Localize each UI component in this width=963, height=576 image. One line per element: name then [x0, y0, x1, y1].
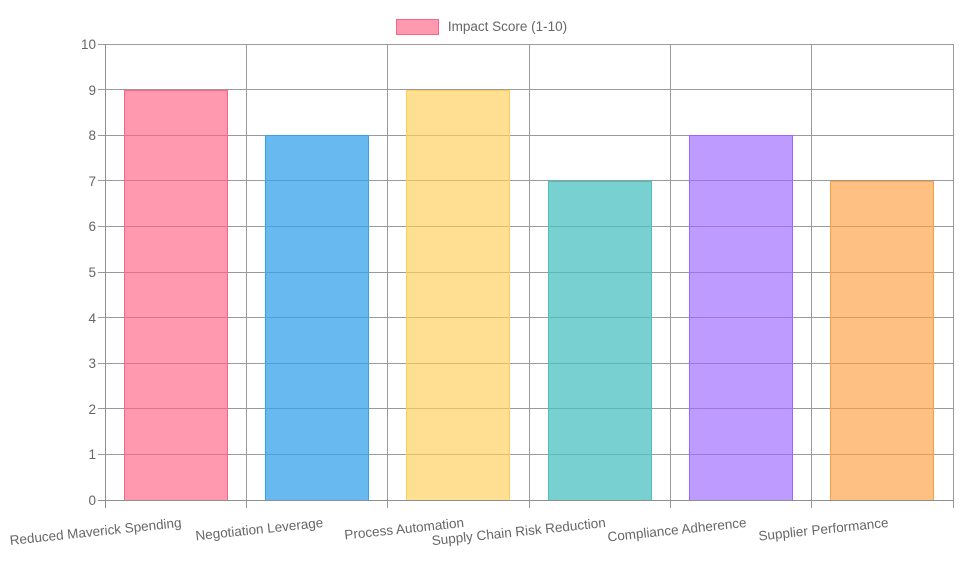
- x-tick-label: Reduced Maverick Spending: [9, 515, 183, 548]
- legend-label: Impact Score (1-10): [447, 19, 568, 34]
- y-axis-tick: [98, 271, 105, 273]
- gridline-vertical: [387, 44, 389, 500]
- legend-swatch-icon: [395, 19, 439, 35]
- y-axis-tick: [98, 43, 105, 45]
- x-axis-tick: [811, 500, 813, 508]
- x-axis-tick: [387, 500, 389, 508]
- y-axis-tick: [98, 408, 105, 410]
- y-axis-tick: [98, 453, 105, 455]
- bar: [265, 135, 369, 500]
- y-tick-label: 8: [88, 128, 96, 144]
- gridline-vertical: [528, 44, 530, 500]
- y-axis-line: [104, 44, 106, 508]
- y-axis-tick: [98, 180, 105, 182]
- y-axis-tick: [98, 134, 105, 136]
- y-tick-label: 9: [88, 82, 96, 98]
- y-axis-tick: [98, 317, 105, 319]
- gridline-vertical: [245, 44, 247, 500]
- bar: [123, 89, 228, 500]
- bar: [547, 180, 652, 500]
- legend: Impact Score (1-10): [0, 19, 963, 35]
- gridline-vertical: [811, 44, 813, 500]
- y-tick-label: 10: [80, 37, 96, 52]
- x-axis-tick: [669, 500, 671, 508]
- y-tick-label: 3: [88, 356, 96, 372]
- x-tick-label: Negotiation Leverage: [194, 515, 324, 544]
- bar: [406, 89, 511, 500]
- y-axis-tick: [98, 362, 105, 364]
- x-axis-tick: [952, 500, 954, 508]
- gridline-vertical: [952, 44, 954, 500]
- bar: [689, 135, 793, 500]
- bar: [830, 180, 935, 500]
- x-tick-label: Supplier Performance: [757, 515, 889, 544]
- y-tick-label: 5: [88, 265, 96, 280]
- x-axis-tick: [245, 500, 247, 508]
- gridline-vertical: [669, 44, 671, 500]
- legend-item-impact-score[interactable]: Impact Score (1-10): [395, 19, 568, 35]
- x-axis-tick: [528, 500, 530, 508]
- x-tick-label: Compliance Adherence: [607, 515, 748, 545]
- y-tick-label: 6: [88, 219, 96, 235]
- y-axis-tick: [98, 89, 105, 91]
- y-tick-label: 2: [88, 401, 96, 417]
- y-tick-label: 4: [88, 310, 96, 326]
- y-tick-label: 7: [88, 173, 96, 189]
- y-tick-label: 0: [88, 493, 96, 508]
- y-tick-label: 1: [88, 447, 96, 463]
- x-axis-line: [98, 499, 953, 501]
- y-axis-tick: [98, 225, 105, 227]
